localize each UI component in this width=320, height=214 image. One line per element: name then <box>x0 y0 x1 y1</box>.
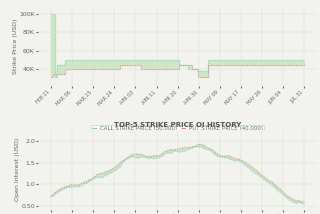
Y-axis label: Open Interest (USD): Open Interest (USD) <box>15 138 20 202</box>
Y-axis label: Strike Price (USD): Strike Price (USD) <box>13 19 18 74</box>
Title: TOP-5 STRIKE PRICE OI HISTORY: TOP-5 STRIKE PRICE OI HISTORY <box>114 122 241 128</box>
Legend: CALL STRIKE PRICE (50,000), PUT STRIKE PRICE (40,000): CALL STRIKE PRICE (50,000), PUT STRIKE P… <box>91 125 265 133</box>
